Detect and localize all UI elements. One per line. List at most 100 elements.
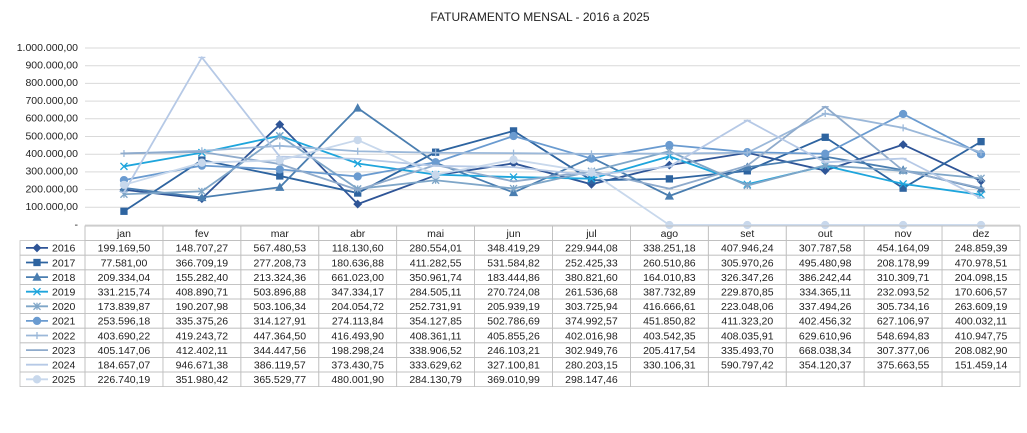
table-value: 416.666,61 bbox=[643, 301, 696, 313]
x-tick-label: mai bbox=[427, 228, 444, 240]
marker bbox=[587, 168, 596, 177]
marker bbox=[119, 162, 128, 171]
marker bbox=[820, 166, 830, 175]
table-value: 369.010,99 bbox=[487, 374, 540, 386]
table-value: 118.130,60 bbox=[332, 243, 384, 255]
table-value: 502.786,69 bbox=[487, 316, 540, 328]
table-value: 661.023,00 bbox=[331, 272, 384, 284]
y-tick-label: 100.000,00 bbox=[25, 201, 78, 213]
table-value: 416.493,90 bbox=[331, 330, 384, 342]
table-value: 274.113,84 bbox=[332, 316, 384, 328]
table-value: 403.542,35 bbox=[643, 330, 696, 342]
table-value: 366.709,19 bbox=[176, 257, 229, 269]
table-value: 208.082,90 bbox=[955, 345, 1008, 357]
marker bbox=[276, 172, 284, 180]
marker bbox=[665, 175, 674, 183]
table-value: 668.038,34 bbox=[799, 345, 852, 357]
marker bbox=[33, 287, 41, 296]
table-value: 302.949,76 bbox=[565, 345, 618, 357]
series-line bbox=[123, 106, 982, 199]
table-value: 310.309,71 bbox=[877, 272, 930, 284]
series-line bbox=[123, 105, 982, 191]
marker bbox=[32, 316, 42, 326]
table-value: 246.103,21 bbox=[487, 345, 540, 357]
table-value: 284.505,11 bbox=[410, 286, 462, 298]
marker bbox=[743, 181, 752, 190]
table-value: 408.890,71 bbox=[176, 286, 229, 298]
x-tick-label: set bbox=[740, 228, 754, 240]
table-value: 629.610,96 bbox=[799, 330, 852, 342]
table-value: 326.347,26 bbox=[721, 272, 774, 284]
x-tick-label: abr bbox=[350, 228, 366, 240]
table-value: 567.480,53 bbox=[254, 243, 307, 255]
table-value: 386.119,57 bbox=[254, 359, 306, 371]
table-value: 531.584,82 bbox=[487, 257, 540, 269]
table-value: 411.323,20 bbox=[721, 316, 773, 328]
table-value: 386.242,44 bbox=[799, 272, 852, 284]
legend-label: 2018 bbox=[52, 272, 76, 284]
table-value: 337.494,26 bbox=[799, 301, 852, 313]
marker bbox=[197, 158, 207, 167]
marker bbox=[353, 159, 362, 168]
marker bbox=[898, 220, 908, 230]
table-value: 229.944,08 bbox=[565, 243, 618, 255]
table-value: 173.839,87 bbox=[98, 301, 151, 313]
y-tick-label: 800.000,00 bbox=[25, 77, 78, 89]
marker bbox=[665, 220, 674, 230]
table-value: 263.609,19 bbox=[955, 301, 1008, 313]
marker bbox=[32, 272, 42, 281]
table-value: 77.581,00 bbox=[101, 257, 148, 269]
table-value: 338.906,52 bbox=[409, 345, 462, 357]
legend-label: 2016 bbox=[52, 243, 76, 255]
table-value: 412.402,11 bbox=[176, 345, 228, 357]
marker bbox=[821, 110, 829, 118]
table-value: 205.417,54 bbox=[643, 345, 696, 357]
table-value: 419.243,72 bbox=[176, 330, 229, 342]
marker bbox=[276, 142, 284, 150]
table-value: 407.946,24 bbox=[721, 243, 774, 255]
legend-label: 2022 bbox=[52, 330, 76, 342]
marker bbox=[508, 187, 519, 197]
marker bbox=[977, 148, 985, 156]
legend-label: 2017 bbox=[52, 257, 76, 269]
marker bbox=[33, 302, 41, 311]
marker bbox=[664, 160, 674, 170]
marker bbox=[977, 174, 986, 183]
marker bbox=[976, 220, 986, 230]
table-value: 946.671,38 bbox=[176, 359, 229, 371]
table-value: 408.361,11 bbox=[410, 330, 462, 342]
x-tick-label: out bbox=[818, 228, 833, 240]
table-value: 402.456,32 bbox=[799, 316, 852, 328]
marker bbox=[353, 172, 362, 181]
table-value: 314.127,91 bbox=[254, 316, 307, 328]
marker bbox=[353, 199, 363, 209]
table-value: 335.375,26 bbox=[176, 316, 229, 328]
series-line bbox=[123, 129, 982, 213]
table-value: 335.493,70 bbox=[721, 345, 774, 357]
marker bbox=[275, 120, 285, 129]
table-value: 213.324,36 bbox=[254, 272, 307, 284]
x-tick-label: jul bbox=[585, 228, 597, 240]
marker bbox=[898, 140, 908, 150]
y-tick-label: 400.000,00 bbox=[25, 148, 78, 160]
marker bbox=[353, 184, 362, 193]
table-value: 333.629,62 bbox=[409, 359, 462, 371]
marker bbox=[275, 165, 284, 174]
series-line bbox=[123, 55, 982, 199]
table-value: 405.147,06 bbox=[98, 345, 151, 357]
marker bbox=[33, 258, 41, 267]
table-value: 307.787,58 bbox=[799, 243, 852, 255]
table-value: 183.444,86 bbox=[487, 272, 540, 284]
marker bbox=[353, 103, 363, 112]
table-value: 151.459,14 bbox=[955, 359, 1008, 371]
series-line bbox=[123, 112, 982, 181]
table-value: 204.054,72 bbox=[331, 301, 384, 313]
legend-label: 2019 bbox=[52, 286, 76, 298]
table-value: 298.147,46 bbox=[565, 374, 618, 386]
table-value: 223.048,06 bbox=[721, 301, 774, 313]
table-value: 350.961,74 bbox=[409, 272, 462, 284]
table-value: 253.596,18 bbox=[98, 316, 151, 328]
marker bbox=[275, 182, 285, 191]
y-tick-label: 700.000,00 bbox=[25, 95, 78, 107]
